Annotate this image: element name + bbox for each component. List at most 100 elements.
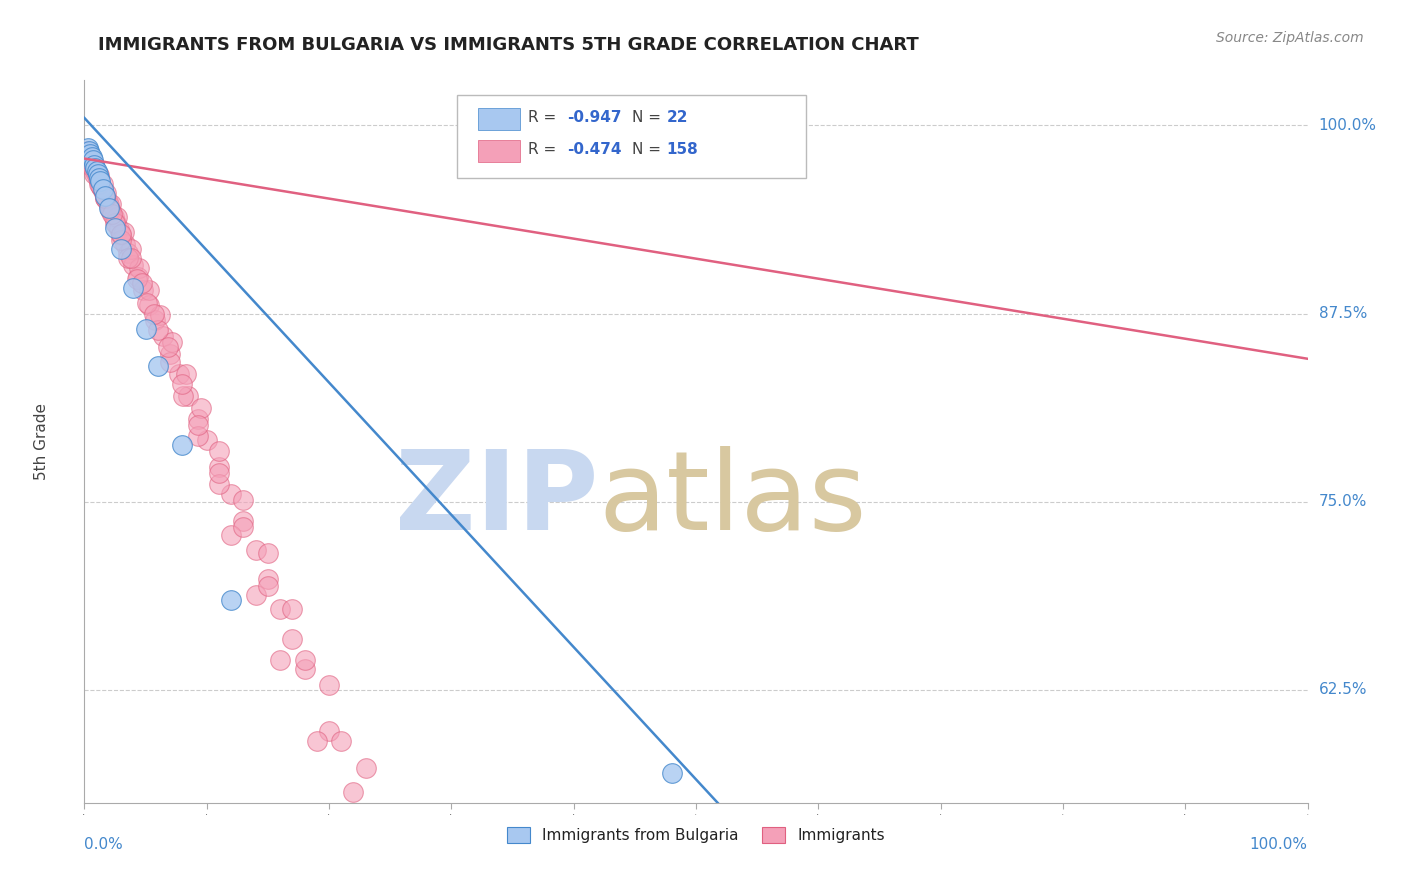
- Point: [110, 242, 132, 256]
- Point: [97, 195, 120, 210]
- Point: [87, 167, 110, 181]
- Point: [232, 493, 254, 508]
- Point: [172, 389, 194, 403]
- Point: [79, 153, 101, 167]
- Text: 0.0%: 0.0%: [84, 838, 124, 853]
- Point: [83, 162, 105, 177]
- Point: [354, 761, 377, 775]
- Point: [79, 148, 101, 162]
- Text: 100.0%: 100.0%: [1250, 838, 1308, 853]
- Point: [107, 222, 129, 236]
- Text: 22: 22: [666, 111, 688, 126]
- Point: [367, 847, 389, 861]
- Point: [117, 246, 139, 260]
- Point: [131, 277, 153, 291]
- Point: [257, 579, 280, 593]
- Point: [128, 261, 150, 276]
- Point: [342, 785, 364, 799]
- Point: [187, 428, 209, 442]
- Point: [110, 233, 132, 247]
- Point: [96, 186, 118, 201]
- Point: [76, 144, 98, 158]
- Point: [245, 588, 267, 602]
- Point: [101, 207, 124, 221]
- Point: [195, 433, 218, 447]
- Point: [90, 180, 112, 194]
- Point: [112, 225, 135, 239]
- Point: [105, 211, 128, 225]
- Point: [138, 297, 160, 311]
- Point: [94, 189, 117, 203]
- Text: 87.5%: 87.5%: [1319, 306, 1367, 321]
- Point: [257, 572, 280, 586]
- Point: [219, 592, 242, 607]
- Point: [149, 308, 172, 322]
- Point: [77, 144, 100, 158]
- Point: [305, 734, 328, 748]
- Point: [117, 251, 139, 265]
- Point: [404, 859, 426, 873]
- Point: [77, 150, 100, 164]
- Point: [104, 216, 127, 230]
- Point: [82, 159, 104, 173]
- Point: [84, 165, 107, 179]
- Point: [77, 141, 100, 155]
- Point: [232, 514, 254, 528]
- Point: [77, 147, 100, 161]
- Point: [91, 182, 114, 196]
- Point: [135, 296, 157, 310]
- Point: [159, 355, 181, 369]
- Point: [104, 220, 127, 235]
- Point: [318, 678, 340, 692]
- FancyBboxPatch shape: [478, 140, 520, 162]
- Text: ZIP: ZIP: [395, 446, 598, 553]
- Point: [143, 312, 166, 326]
- Point: [661, 765, 683, 780]
- Point: [232, 520, 254, 534]
- Point: [125, 272, 148, 286]
- FancyBboxPatch shape: [457, 95, 806, 178]
- Point: [94, 191, 117, 205]
- Point: [120, 242, 142, 256]
- Point: [86, 163, 108, 178]
- Point: [91, 183, 114, 197]
- Point: [83, 162, 105, 177]
- Point: [77, 152, 100, 166]
- Point: [162, 335, 184, 350]
- Text: -0.947: -0.947: [568, 111, 621, 126]
- Point: [208, 476, 231, 491]
- Point: [208, 443, 231, 458]
- Point: [146, 323, 169, 337]
- Point: [80, 150, 103, 164]
- Point: [156, 340, 179, 354]
- Text: 158: 158: [666, 142, 699, 157]
- Point: [342, 822, 364, 837]
- Point: [89, 177, 111, 191]
- Point: [80, 156, 103, 170]
- Point: [159, 347, 181, 361]
- Point: [257, 546, 280, 560]
- Point: [80, 156, 103, 170]
- Point: [208, 460, 231, 475]
- FancyBboxPatch shape: [478, 109, 520, 130]
- Point: [110, 228, 132, 243]
- Text: -0.474: -0.474: [568, 142, 621, 157]
- Point: [190, 401, 212, 416]
- Point: [90, 180, 112, 194]
- Text: 75.0%: 75.0%: [1319, 494, 1367, 509]
- Point: [208, 466, 231, 480]
- Point: [152, 329, 174, 343]
- Point: [97, 201, 120, 215]
- Point: [110, 227, 132, 241]
- Point: [177, 389, 200, 403]
- Point: [380, 830, 402, 845]
- Point: [281, 601, 304, 615]
- Point: [122, 259, 145, 273]
- Point: [138, 283, 160, 297]
- Text: 100.0%: 100.0%: [1319, 118, 1376, 133]
- Point: [174, 367, 197, 381]
- Point: [219, 487, 242, 501]
- Point: [100, 196, 122, 211]
- Text: R =: R =: [529, 142, 561, 157]
- Text: N =: N =: [633, 111, 666, 126]
